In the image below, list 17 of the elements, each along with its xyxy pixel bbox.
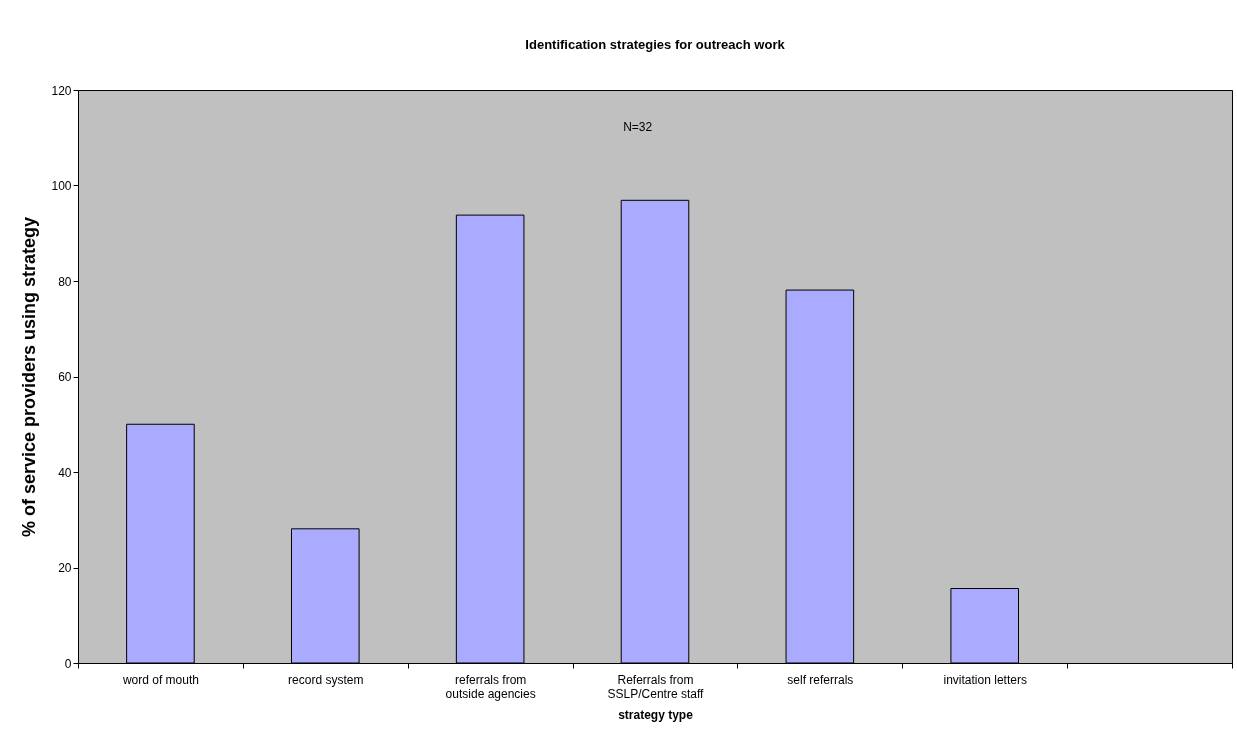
chart-title: Identification strategies for outreach work <box>525 37 786 52</box>
x-tick-label: invitation letters <box>943 672 1027 687</box>
y-tick-label: 120 <box>51 83 72 98</box>
x-tick-label: Referrals from SSLP/Centre staff <box>607 672 705 701</box>
y-tick-label: 40 <box>58 465 72 480</box>
y-tick-label: 20 <box>58 561 72 575</box>
annotation: N=32 <box>623 120 653 134</box>
x-tick-label: self referrals <box>787 672 854 687</box>
x-axis-title: strategy type <box>618 707 694 722</box>
y-tick-label: 60 <box>58 370 72 384</box>
x-tick-label: record system <box>288 672 364 687</box>
x-tick-label: word of mouth <box>121 672 199 687</box>
y-tick-label: 80 <box>58 274 72 289</box>
y-tick-label: 100 <box>51 179 72 193</box>
x-tick-label: referrals from outside agencies <box>445 672 536 701</box>
y-axis-title: % of service providers using strategy <box>19 216 40 538</box>
y-tick-label: 0 <box>64 656 72 671</box>
